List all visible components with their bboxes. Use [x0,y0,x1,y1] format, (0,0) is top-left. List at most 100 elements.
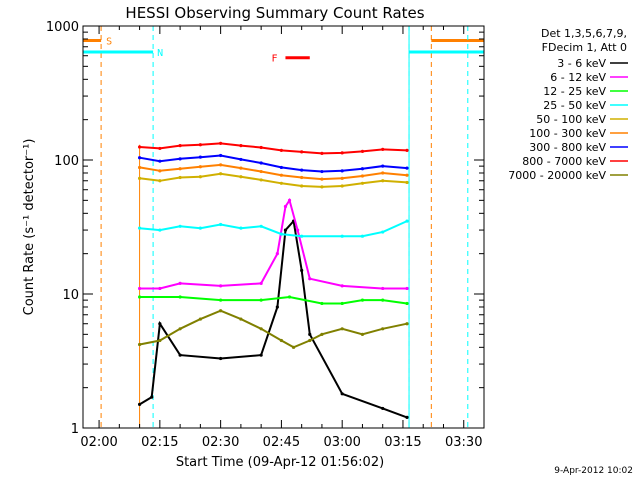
data-point-4-3 [198,175,202,179]
data-point-8-1 [158,338,162,343]
data-point-7-11 [360,149,365,153]
x-tick-label-4: 03:00 [323,435,360,450]
data-point-8-10 [320,332,324,336]
data-point-4-2 [178,175,182,180]
data-point-5-5 [239,166,243,170]
data-point-8-6 [259,327,263,331]
flag-label-F: F [271,54,277,65]
data-point-1-12 [405,286,409,291]
data-point-8-2 [178,327,182,331]
y-axis: 1 10 100 1000 [46,20,484,437]
data-point-1-1 [158,286,162,291]
data-point-2-6 [340,301,344,306]
data-point-1-9 [308,277,312,281]
data-point-0-5 [259,353,263,357]
data-point-3-7 [279,232,284,236]
data-point-4-6 [259,178,263,182]
data-point-0-13 [405,415,409,419]
chart-title: HESSI Observing Summary Count Rates [125,4,424,22]
legend-label-0: 3 - 6 keV [557,57,606,70]
legend-label-6: 300 - 800 keV [529,141,606,154]
data-point-3-1 [158,228,162,232]
data-point-4-13 [405,180,409,185]
data-point-3-11 [381,230,385,234]
plot-area: S N F [83,26,484,428]
data-point-7-3 [198,143,202,147]
data-point-7-7 [279,148,284,152]
data-point-8-5 [239,317,243,321]
data-point-3-3 [198,226,202,230]
data-point-4-12 [381,179,385,183]
data-point-3-5 [239,226,243,230]
data-point-8-8 [291,345,296,349]
data-point-2-8 [381,298,385,302]
data-point-8-11 [340,327,344,331]
data-point-6-4 [219,153,223,158]
data-point-8-3 [198,317,202,321]
data-point-0-0 [137,402,142,407]
data-point-6-1 [158,159,162,163]
data-point-1-4 [259,281,263,285]
y-tick-label-1: 10 [62,288,79,303]
data-point-0-11 [340,392,344,396]
data-point-2-0 [137,295,142,299]
data-point-8-7 [279,338,284,343]
legend-label-4: 50 - 100 keV [536,113,606,126]
x-tick-label-5: 03:15 [384,435,421,450]
data-point-4-1 [158,179,162,183]
data-point-1-3 [219,284,223,288]
data-point-5-11 [360,174,365,178]
data-point-0-12 [381,406,385,411]
data-point-0-7 [283,228,288,232]
data-point-4-11 [360,181,365,185]
legend-label-1: 6 - 12 keV [550,71,606,84]
data-point-4-7 [279,181,284,185]
legend-header-1: FDecim 1, Att 0 [542,41,627,54]
data-point-1-0 [137,286,142,291]
data-point-3-8 [300,234,304,238]
data-point-7-10 [340,151,344,155]
x-tick-label-1: 02:15 [141,435,178,450]
data-point-2-2 [219,298,223,302]
y-tick-label-3: 1000 [46,20,79,35]
x-tick-label-0: 02:00 [80,435,117,450]
footer-date: 9-Apr-2012 10:02 [554,466,633,476]
data-point-7-1 [158,146,162,151]
data-point-7-9 [320,151,324,156]
series-line-4 [139,172,408,188]
data-point-2-1 [178,295,182,299]
data-point-4-0 [137,176,142,180]
data-point-8-13 [381,327,385,331]
y-tick-label-0: 1 [71,422,79,437]
data-point-7-12 [381,147,385,151]
data-point-5-10 [340,176,344,180]
data-point-5-8 [300,175,304,180]
x-tick-label-3: 02:45 [263,435,300,450]
data-point-2-9 [405,301,409,306]
data-point-4-8 [300,184,304,188]
data-point-3-0 [137,226,142,230]
series-line-7 [139,142,408,155]
data-point-5-9 [320,177,324,181]
series-line-3 [139,220,408,238]
series-line-1 [139,197,407,290]
data-point-7-5 [239,144,243,148]
data-point-3-10 [360,234,365,238]
data-point-8-4 [219,309,223,313]
data-point-1-7 [287,198,292,202]
data-point-0-3 [178,353,182,357]
data-point-6-11 [360,167,365,171]
data-point-2-3 [259,298,263,302]
data-point-5-3 [198,165,202,169]
x-axis: 02:00 02:15 02:30 02:45 03:00 03:15 03:30 [80,26,485,450]
legend-label-8: 7000 - 20000 keV [508,169,606,182]
legend: Det 1,3,5,6,7,9,FDecim 1, Att 0 3 - 6 keV… [508,27,628,182]
data-point-6-2 [178,157,182,161]
data-point-5-0 [137,165,142,170]
data-point-3-4 [219,222,223,227]
data-point-7-0 [137,145,142,149]
data-point-2-7 [360,298,365,302]
data-point-8-14 [405,322,409,326]
data-point-4-10 [340,184,344,188]
